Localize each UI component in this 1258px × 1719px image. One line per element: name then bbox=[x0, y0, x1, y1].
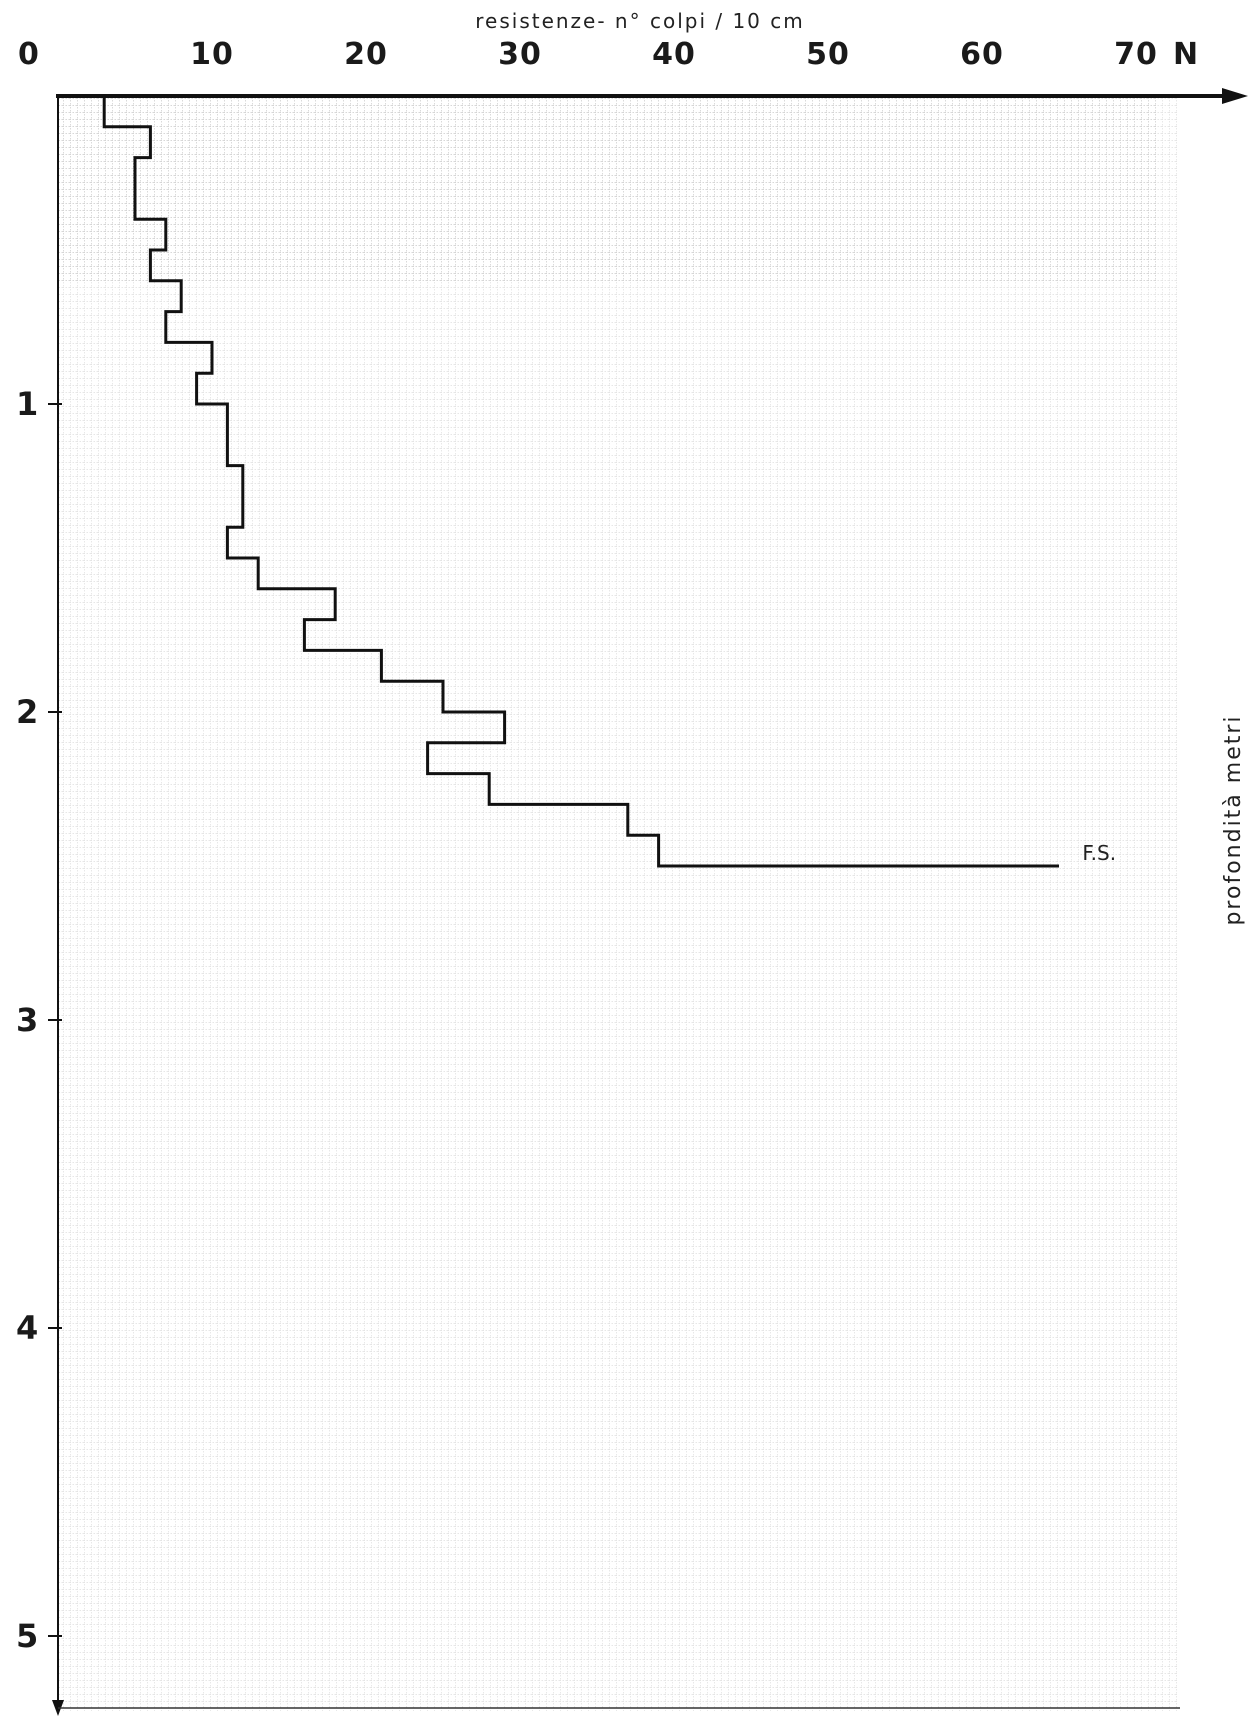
x-tick-label: 50 bbox=[806, 37, 850, 72]
grid-area bbox=[58, 96, 1178, 1711]
annotation-fs: F.S. bbox=[1082, 841, 1116, 865]
x-axis-label: N bbox=[1173, 37, 1199, 72]
x-tick-label: 60 bbox=[960, 37, 1004, 72]
x-tick-label: 10 bbox=[190, 37, 234, 72]
y-axis-label: profondità metri bbox=[1221, 714, 1246, 925]
y-axis-ticks: 1 2 3 4 5 bbox=[16, 385, 62, 1655]
y-tick-label: 2 bbox=[16, 693, 38, 731]
x-tick-label: 30 bbox=[498, 37, 542, 72]
x-tick-label: 20 bbox=[344, 37, 388, 72]
x-tick-label: 40 bbox=[652, 37, 696, 72]
series-step-line bbox=[102, 96, 1059, 868]
chart-title: resistenze- n° colpi / 10 cm bbox=[475, 9, 805, 33]
grid-dense-rect bbox=[58, 96, 1156, 281]
grid-dense-band bbox=[58, 96, 1156, 281]
x-tick-label: 0 bbox=[18, 37, 40, 72]
x-tick-label: 70 bbox=[1114, 37, 1158, 72]
y-tick-label: 4 bbox=[16, 1309, 38, 1347]
y-tick-label: 1 bbox=[16, 385, 38, 423]
y-tick-label: 5 bbox=[16, 1617, 38, 1655]
x-axis-ticks: 0 10 20 30 40 50 60 70 bbox=[18, 37, 1158, 72]
x-axis-arrow bbox=[1222, 88, 1248, 104]
y-tick-label: 3 bbox=[16, 1001, 38, 1039]
